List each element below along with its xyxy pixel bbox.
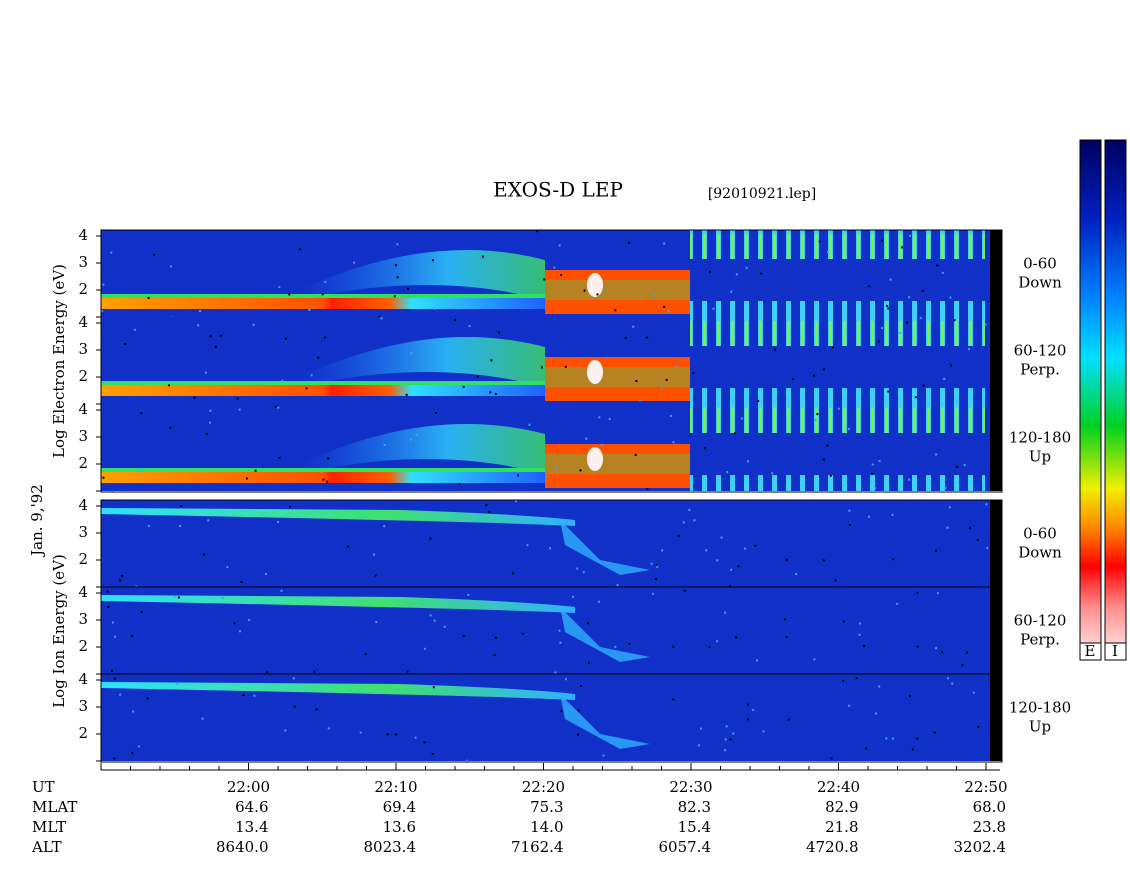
y-tick-label: 4 [78, 583, 88, 601]
row-value: 82.9 [825, 798, 858, 816]
row-label: UT [32, 778, 55, 796]
row-value: 3202.4 [954, 838, 1007, 856]
colorbar [1079, 139, 1102, 661]
row-label: MLAT [32, 798, 77, 816]
row-value: 13.4 [235, 818, 268, 836]
y-tick-label: 4 [78, 313, 88, 331]
spectrogram-panel [101, 673, 1002, 762]
pitch-angle: 0-60 [1023, 525, 1057, 543]
row-value: 64.6 [235, 798, 268, 816]
row-value: 8023.4 [364, 838, 417, 856]
y-tick-label: 4 [78, 496, 88, 514]
row-value: 4720.8 [806, 838, 859, 856]
time-label: 22:20 [522, 778, 565, 796]
y-tick-label: 2 [78, 550, 88, 568]
title: EXOS-D LEP [493, 178, 623, 202]
time-label: 22:40 [817, 778, 860, 796]
row-value: 69.4 [383, 798, 416, 816]
spectrogram-panel [101, 404, 1002, 493]
y-tick-label: 3 [78, 610, 88, 628]
time-label: 22:10 [374, 778, 417, 796]
y-tick-label: 2 [78, 367, 88, 385]
row-value: 82.3 [678, 798, 711, 816]
row-value: 14.0 [530, 818, 563, 836]
pitch-angle: 120-180 [1009, 699, 1071, 717]
direction: Down [1018, 544, 1062, 562]
y-tick-label: 2 [78, 454, 88, 472]
y-tick-label: 4 [78, 670, 88, 688]
time-label: 22:30 [669, 778, 712, 796]
spectrograms: 4320-60Down43260-120Perp.432120-180Up432… [78, 226, 1071, 763]
y-tick-label: 4 [78, 226, 88, 244]
colorbar [1104, 139, 1127, 661]
row-value: 68.0 [973, 798, 1006, 816]
pitch-angle: 120-180 [1009, 429, 1071, 447]
y-tick-label: 3 [78, 340, 88, 358]
row-value: 75.3 [530, 798, 563, 816]
pitch-angle: 60-120 [1014, 612, 1067, 630]
pitch-angle: 0-60 [1023, 255, 1057, 273]
row-value: 13.6 [383, 818, 416, 836]
y-tick-label: 3 [78, 523, 88, 541]
spectrogram-panel [101, 230, 1002, 319]
y-tick-label: 2 [78, 280, 88, 298]
y-tick-label: 3 [78, 697, 88, 715]
electron-y-label: Log Electron Energy (eV) [50, 264, 68, 458]
direction: Up [1029, 448, 1051, 466]
y-tick-label: 4 [78, 400, 88, 418]
row-label: ALT [31, 838, 62, 856]
direction: Down [1018, 274, 1062, 292]
row-value: 8640.0 [216, 838, 269, 856]
file-name: [92010921.lep] [708, 186, 816, 202]
y-tick-label: 2 [78, 724, 88, 742]
direction: Perp. [1020, 631, 1060, 649]
spectrogram-panel [101, 499, 1002, 588]
ion-y-label: Log Ion Energy (eV) [50, 554, 68, 708]
time-label: 22:00 [227, 778, 270, 796]
y-tick-label: 3 [78, 253, 88, 271]
colorbar-label-box [1104, 642, 1127, 661]
time-label: 22:50 [964, 778, 1007, 796]
row-value: 15.4 [678, 818, 711, 836]
row-label: MLT [32, 818, 66, 836]
row-value: 7162.4 [511, 838, 564, 856]
row-value: 21.8 [825, 818, 858, 836]
colorbar-label-box [1079, 642, 1102, 661]
spectrogram-panel [101, 317, 1002, 404]
y-tick-label: 2 [78, 637, 88, 655]
row-value: 23.8 [973, 818, 1006, 836]
y-tick-label: 3 [78, 427, 88, 445]
colorbar-label: I [1112, 642, 1118, 660]
pitch-angle: 60-120 [1014, 342, 1067, 360]
date-label: Jan. 9,'92 [28, 484, 46, 558]
direction: Perp. [1020, 361, 1060, 379]
row-value: 6057.4 [659, 838, 712, 856]
direction: Up [1029, 718, 1051, 736]
spectrogram-panel [101, 586, 1002, 674]
colorbar-label: E [1085, 642, 1096, 660]
time-axis-ticks: UT MLAT 64.6 69.4 75.3 82.3 82.9 68.0 MLT 13.4 13.… [31, 763, 1008, 856]
